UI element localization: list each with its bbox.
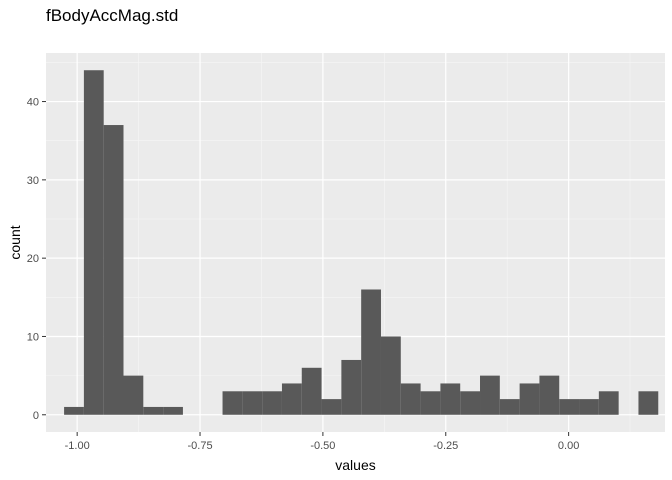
y-axis-title: count <box>7 225 23 259</box>
y-tick-label: 40 <box>27 97 39 109</box>
y-axis-ticks: 0 10 20 30 40 <box>27 97 46 422</box>
y-tick-label: 10 <box>27 331 39 343</box>
histogram-bar <box>361 289 381 415</box>
y-tick-label: 20 <box>27 253 39 265</box>
x-tick-label: -0.75 <box>187 440 212 452</box>
x-tick-label: -1.00 <box>65 440 90 452</box>
histogram-bar <box>301 367 322 415</box>
histogram-bar <box>420 391 441 415</box>
y-tick-label: 0 <box>33 410 39 422</box>
histogram-bar <box>123 375 144 415</box>
histogram-bar <box>539 375 560 415</box>
histogram-bar <box>281 383 302 415</box>
histogram-bar <box>598 391 619 415</box>
histogram-bars <box>64 70 659 415</box>
histogram-bar <box>103 125 124 415</box>
x-tick-label: -0.25 <box>433 440 458 452</box>
histogram-bar <box>321 399 342 415</box>
histogram-bar <box>242 391 263 415</box>
histogram-bar <box>559 399 580 415</box>
y-tick-label: 30 <box>27 175 39 187</box>
x-axis-title: values <box>335 457 375 473</box>
histogram-bar <box>262 391 282 415</box>
histogram-bar <box>222 391 243 415</box>
histogram-bar <box>163 406 183 415</box>
x-axis-ticks: -1.00 -0.75 -0.50 -0.25 0.00 <box>65 432 579 452</box>
x-tick-label: 0.00 <box>558 440 579 452</box>
histogram-bar <box>143 406 164 415</box>
histogram-bar <box>440 383 461 415</box>
histogram-bar <box>380 336 401 415</box>
histogram-bar <box>341 359 362 415</box>
x-tick-label: -0.50 <box>310 440 335 452</box>
histogram-bar <box>83 70 104 415</box>
histogram-bar <box>64 406 84 415</box>
chart-title: fBodyAccMag.std <box>46 6 179 25</box>
histogram-bar <box>579 399 599 415</box>
histogram-bar <box>638 391 659 415</box>
histogram-bar <box>519 383 540 415</box>
histogram-bar <box>460 391 481 415</box>
histogram-bar <box>480 375 500 415</box>
histogram-bar <box>499 399 520 415</box>
histogram-bar <box>400 383 421 415</box>
